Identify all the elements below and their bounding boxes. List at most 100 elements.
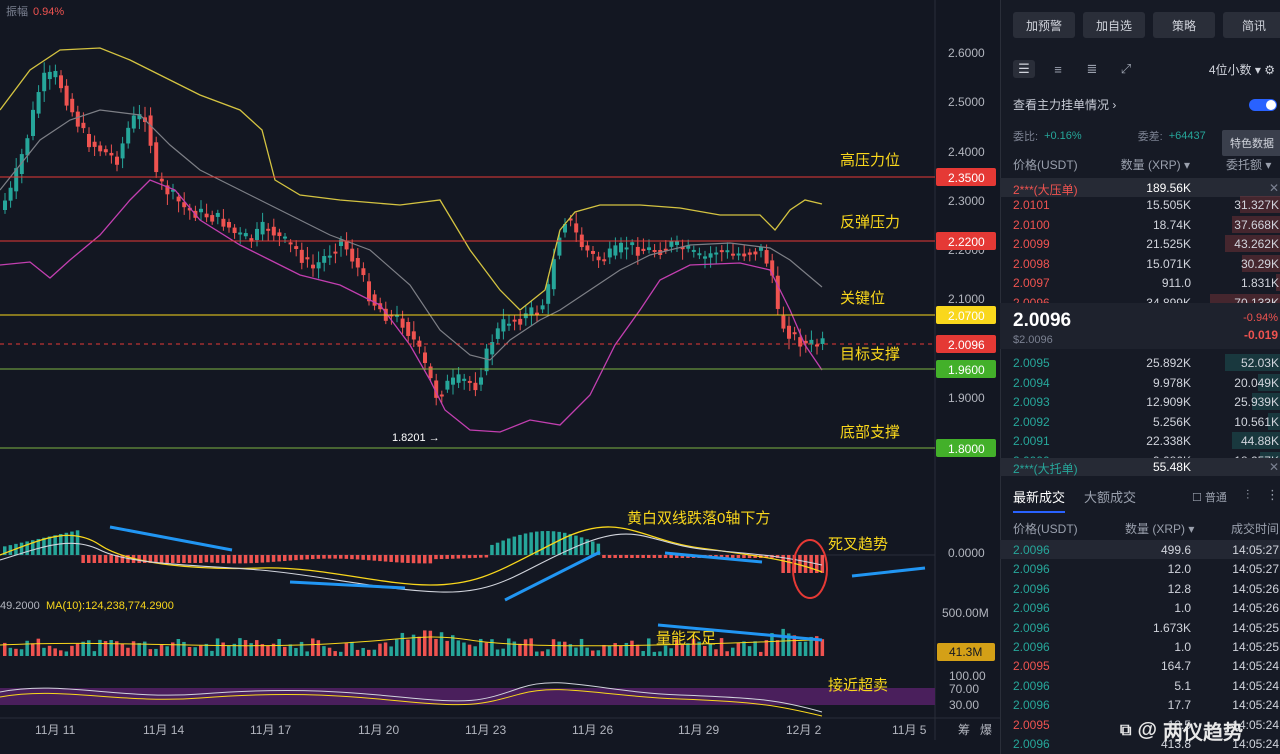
trade-row[interactable]: 2.0096 5.1 14:05:24	[1000, 676, 1280, 695]
macd-bar	[585, 539, 589, 555]
macd-bar	[574, 535, 578, 555]
volume-bar	[725, 651, 729, 656]
precision-select[interactable]: 4位小数 ▾ ⚙	[1208, 62, 1275, 77]
macd-bar	[557, 531, 561, 555]
trade-time: 14:05:27	[1232, 543, 1279, 557]
asks-view-icon[interactable]: ≣	[1086, 61, 1098, 76]
col-price: 价格(USDT)	[1013, 158, 1078, 172]
col-qty[interactable]: 数量 (XRP) ▾	[1125, 522, 1195, 536]
volume-bar	[131, 641, 136, 656]
volume-annotation: 量能不足	[656, 630, 716, 647]
macd-bar	[613, 555, 617, 558]
add-watchlist-button[interactable]: 加自选	[1083, 12, 1145, 38]
macd-bar	[19, 542, 24, 555]
date-tick-label: 11月 26	[572, 723, 613, 737]
candle-body	[725, 250, 730, 253]
macd-bar	[742, 555, 746, 558]
more-icon[interactable]: ⋮	[1266, 487, 1279, 502]
ask-row[interactable]: 2.0100 18.74K 37.668K	[1000, 215, 1280, 234]
last-price: 2.0096	[1013, 310, 1072, 331]
bid-row[interactable]: 2.0094 9.978K 20.049K	[1000, 373, 1280, 392]
both-view-icon[interactable]: ☰	[1013, 60, 1035, 78]
trade-time: 14:05:26	[1232, 601, 1279, 616]
chart-area[interactable]: 2.60002.50002.40002.30002.20002.10001.90…	[0, 0, 1000, 754]
last-price-usd: $2.0096	[1013, 334, 1053, 346]
close-icon[interactable]: ✕	[1268, 181, 1279, 195]
volume-bar	[411, 634, 416, 656]
trade-row[interactable]: 2.0096 12.8 14:05:26	[1000, 579, 1280, 598]
macd-bar	[501, 540, 505, 555]
main-orders-toggle[interactable]	[1249, 98, 1277, 111]
candle-body	[607, 248, 612, 258]
strategy-button[interactable]: 策略	[1153, 12, 1215, 38]
news-button[interactable]: 简讯	[1223, 12, 1280, 38]
candle-body	[652, 250, 657, 252]
trade-row[interactable]: 2.0096 1.0 14:05:25	[1000, 637, 1280, 656]
ask-row[interactable]: 2.0099 21.525K 43.262K	[1000, 234, 1280, 253]
macd-bar	[143, 555, 147, 563]
normal-checkbox[interactable]: ☐ 普通	[1192, 492, 1227, 504]
bids-view-icon[interactable]: ≡	[1054, 61, 1062, 77]
ask-total: 1.831K	[1240, 276, 1279, 290]
volume-bar	[703, 646, 707, 656]
trade-row[interactable]: 2.0096 413.8 14:05:24	[1000, 734, 1280, 753]
trade-row[interactable]: 2.0096 1.673K 14:05:25	[1000, 618, 1280, 637]
candle-body	[8, 187, 13, 201]
macd-bar	[417, 555, 421, 564]
candle-body	[103, 149, 108, 153]
price-level-label: 高压力位	[840, 152, 900, 169]
macd-bar	[255, 555, 259, 563]
ask-row[interactable]: 2.0097 911.0 1.831K	[1000, 273, 1280, 292]
volume-bar	[535, 651, 539, 656]
macd-bar	[725, 555, 729, 558]
trade-row[interactable]: 2.0096 1.0 14:05:26	[1000, 598, 1280, 617]
ask-row[interactable]: 2.0098 15.071K 30.29K	[1000, 254, 1280, 273]
volume-bar	[451, 635, 455, 656]
macd-bar	[731, 555, 735, 558]
trade-row[interactable]: 2.0096 17.7 14:05:24	[1000, 695, 1280, 714]
ask-row[interactable]: 2.0101 15.505K 31.327K	[1000, 195, 1280, 214]
candle-body	[641, 248, 646, 251]
macd-bar	[87, 555, 91, 563]
tab-latest-trades[interactable]: 最新成交	[1013, 487, 1066, 513]
volume-bar	[42, 647, 46, 656]
ratio-row: 委比: +0.16% 委差: +64437	[1013, 128, 1277, 144]
filter-icon[interactable]: ⫶	[1246, 487, 1250, 502]
big-ask-row[interactable]: 2***(大压单) 189.56K ✕	[1000, 178, 1280, 197]
trade-price: 2.0095	[1013, 659, 1050, 674]
macd-bar	[484, 555, 489, 558]
volume-bar	[540, 651, 545, 656]
bid-row[interactable]: 2.0093 12.909K 25.939K	[1000, 392, 1280, 411]
big-bid-row[interactable]: 2***(大托单) 55.48K ✕	[1000, 458, 1280, 476]
feature-data-tooltip[interactable]: 特色数据	[1222, 130, 1280, 156]
trade-price: 2.0096	[1013, 562, 1050, 577]
volume-bar	[495, 649, 500, 656]
col-qty[interactable]: 数量 (XRP) ▾	[1120, 158, 1191, 172]
trade-row[interactable]: 2.0095 164.7 14:05:24	[1000, 656, 1280, 675]
macd-bar	[193, 555, 197, 563]
col-total[interactable]: 委托额 ▾	[1226, 158, 1272, 172]
candle-body	[266, 228, 271, 231]
ask-price: 2.0098	[1013, 256, 1050, 271]
ask-qty: 18.74K	[1152, 217, 1191, 232]
alert-button[interactable]: 加预警	[1013, 12, 1075, 38]
main-orders-row[interactable]: 查看主力挂单情况 ›	[1013, 96, 1277, 113]
bid-row[interactable]: 2.0095 25.892K 52.03K	[1000, 353, 1280, 372]
trade-row[interactable]: 2.0096 499.6 14:05:27	[1000, 540, 1280, 559]
volume-bar	[630, 640, 634, 656]
close-icon[interactable]: ✕	[1268, 460, 1279, 474]
trade-row[interactable]: 2.0095 13.5 14:05:24	[1000, 715, 1280, 734]
tab-large-trades[interactable]: 大额成交	[1084, 490, 1137, 505]
volume-bar	[271, 643, 276, 656]
trade-row[interactable]: 2.0096 12.0 14:05:27	[1000, 559, 1280, 578]
volume-bar	[417, 636, 421, 656]
price-level-value: 2.2200	[948, 235, 985, 249]
bid-row[interactable]: 2.0091 22.338K 44.88K	[1000, 431, 1280, 450]
expand-icon[interactable]: ⤢	[1120, 61, 1132, 76]
chart-canvas[interactable]: 2.60002.50002.40002.30002.20002.10001.90…	[0, 0, 1000, 754]
bid-row[interactable]: 2.0092 5.256K 10.561K	[1000, 412, 1280, 431]
bid-depth-bar	[1252, 393, 1280, 410]
macd-bar	[579, 537, 584, 555]
volume-price-badge	[937, 643, 995, 661]
trade-time: 14:05:24	[1232, 678, 1279, 693]
